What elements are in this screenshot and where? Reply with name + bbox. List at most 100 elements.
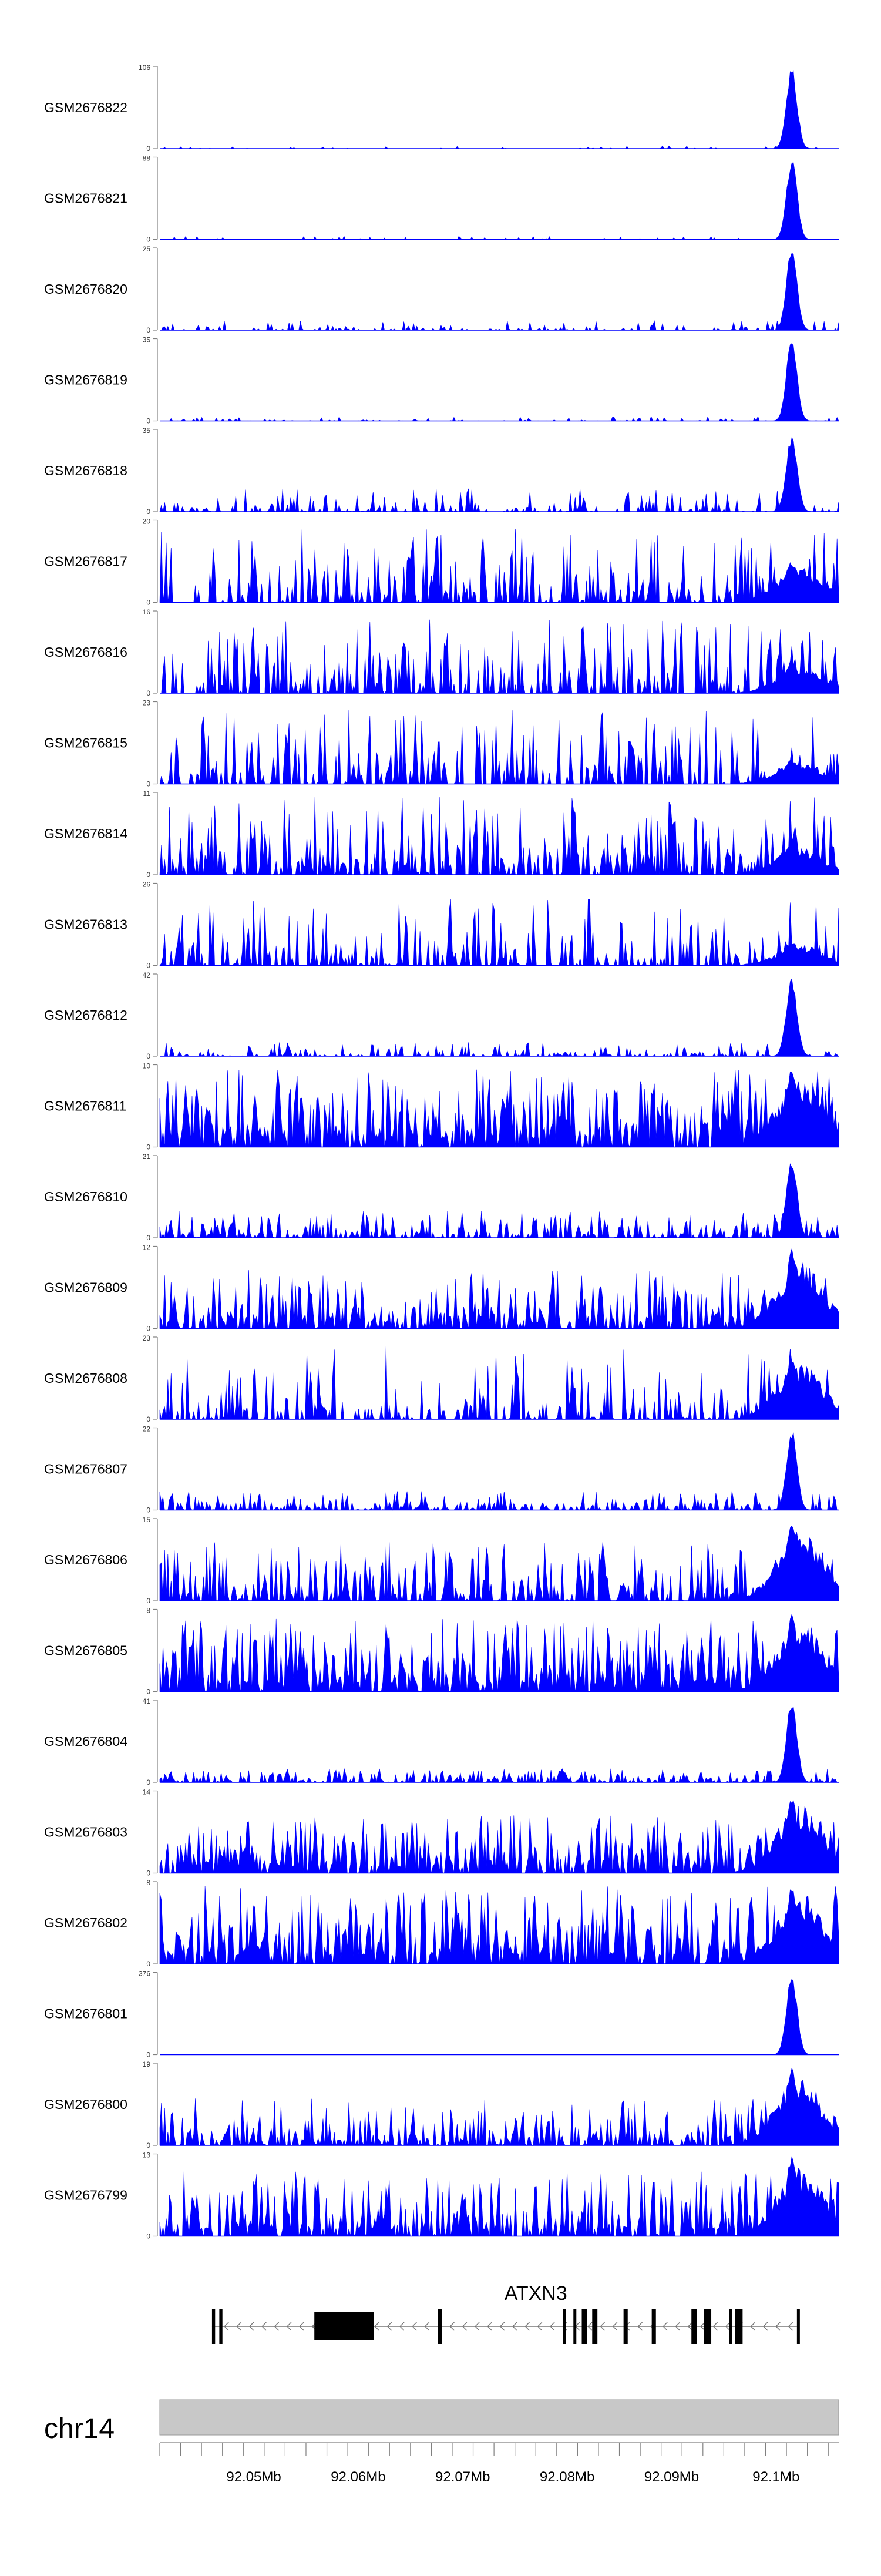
y-tick-label-min: 0 <box>146 689 150 697</box>
y-tick-label-min: 0 <box>146 1597 150 1605</box>
y-tick-label-min: 0 <box>146 1052 150 1060</box>
gene-exon <box>211 2309 216 2344</box>
gene-exon <box>438 2309 442 2344</box>
strand-chevron <box>261 2322 267 2331</box>
track-label: GSM2676806 <box>44 1552 127 1567</box>
strand-chevron <box>512 2322 517 2331</box>
track-label: GSM2676808 <box>44 1371 127 1386</box>
y-tick-label-max: 376 <box>139 1970 150 1978</box>
y-tick-label-max: 88 <box>143 155 151 163</box>
coverage-area <box>159 1707 839 1784</box>
x-tick-label: 92.09Mb <box>644 2469 699 2485</box>
y-tick-label-min: 0 <box>146 599 150 607</box>
strand-chevron <box>788 2322 793 2331</box>
y-tick-label-max: 35 <box>143 426 151 435</box>
x-tick-label: 92.08Mb <box>540 2469 594 2485</box>
y-tick-label-max: 20 <box>143 518 151 526</box>
y-tick-label-min: 0 <box>146 1869 150 1878</box>
chromosome-label: chr14 <box>44 2413 115 2444</box>
coverage-area <box>159 1800 839 1874</box>
coverage-area <box>159 1248 839 1329</box>
gene-exon <box>651 2309 656 2344</box>
coverage-area <box>159 1163 839 1239</box>
strand-chevron <box>236 2322 242 2331</box>
y-tick-label-max: 8 <box>146 1879 150 1887</box>
track-label: GSM2676802 <box>44 1915 127 1930</box>
track-label: GSM2676801 <box>44 2006 127 2021</box>
strand-chevron <box>299 2322 304 2331</box>
gene-exon <box>704 2309 712 2344</box>
coverage-area <box>159 2067 839 2147</box>
strand-chevron <box>386 2322 392 2331</box>
coverage-area <box>159 1886 839 1964</box>
strand-chevron <box>612 2322 618 2331</box>
y-tick-label-min: 0 <box>146 2232 150 2241</box>
coverage-area <box>159 710 839 785</box>
y-tick-label-min: 0 <box>146 1325 150 1333</box>
track-label: GSM2676799 <box>44 2188 127 2203</box>
gene-exon <box>219 2309 223 2344</box>
strand-chevron <box>286 2322 292 2331</box>
strand-chevron <box>700 2322 705 2331</box>
strand-chevron <box>248 2322 254 2331</box>
coverage-area <box>159 899 839 966</box>
strand-chevron <box>462 2322 468 2331</box>
strand-chevron <box>524 2322 530 2331</box>
gene-exon <box>735 2309 743 2344</box>
y-tick-label-max: 42 <box>143 971 151 979</box>
strand-chevron <box>725 2322 731 2331</box>
y-tick-label-max: 10 <box>143 1062 151 1070</box>
track-label: GSM2676821 <box>44 191 127 206</box>
y-tick-label-max: 11 <box>143 790 151 798</box>
y-tick-label-max: 13 <box>143 2151 151 2159</box>
chromosome-ideogram <box>159 2399 839 2436</box>
track-label: GSM2676818 <box>44 463 127 478</box>
y-tick-label-min: 0 <box>146 417 150 425</box>
track-label: GSM2676815 <box>44 735 127 751</box>
coverage-area <box>160 70 839 149</box>
y-tick-label-max: 19 <box>143 2060 151 2068</box>
strand-chevron <box>750 2322 756 2331</box>
strand-chevron <box>537 2322 543 2331</box>
y-tick-label-max: 14 <box>143 1788 151 1796</box>
coverage-area <box>159 1345 839 1420</box>
track-label: GSM2676817 <box>44 554 127 569</box>
y-tick-label-max: 26 <box>143 881 151 889</box>
track-label: GSM2676803 <box>44 1825 127 1840</box>
y-tick-label-min: 0 <box>146 1415 150 1423</box>
strand-chevron <box>487 2322 492 2331</box>
track-label: GSM2676809 <box>44 1280 127 1295</box>
strand-chevron <box>412 2322 417 2331</box>
coverage-area <box>159 1069 839 1148</box>
coverage-area <box>160 978 839 1057</box>
gene-exon <box>691 2309 697 2344</box>
track-label: GSM2676800 <box>44 2097 127 2112</box>
x-tick-label: 92.06Mb <box>331 2469 385 2485</box>
coverage-area <box>159 1979 839 2055</box>
y-tick-label-max: 23 <box>143 1334 151 1342</box>
gene-exon <box>573 2309 577 2344</box>
track-label: GSM2676814 <box>44 826 127 841</box>
y-tick-label-min: 0 <box>146 962 150 970</box>
strand-chevron <box>224 2322 229 2331</box>
track-label: GSM2676812 <box>44 1007 127 1023</box>
y-tick-label-min: 0 <box>146 1778 150 1786</box>
gene-exon <box>581 2309 587 2344</box>
y-tick-label-max: 21 <box>143 1153 151 1161</box>
y-tick-label-max: 41 <box>143 1697 151 1705</box>
coverage-area <box>159 2156 839 2237</box>
track-label: GSM2676811 <box>44 1099 126 1114</box>
y-tick-label-min: 0 <box>146 2051 150 2059</box>
x-tick-label: 92.05Mb <box>226 2469 281 2485</box>
strand-chevron <box>675 2322 681 2331</box>
strand-chevron <box>475 2322 480 2331</box>
strand-chevron <box>637 2322 643 2331</box>
track-label: GSM2676816 <box>44 644 127 660</box>
x-tick-label: 92.1Mb <box>752 2469 799 2485</box>
y-tick-label-max: 25 <box>143 245 151 253</box>
coverage-area <box>160 162 839 240</box>
coverage-area <box>159 797 839 875</box>
gene-name-label: ATXN3 <box>505 2282 567 2305</box>
strand-chevron <box>449 2322 455 2331</box>
